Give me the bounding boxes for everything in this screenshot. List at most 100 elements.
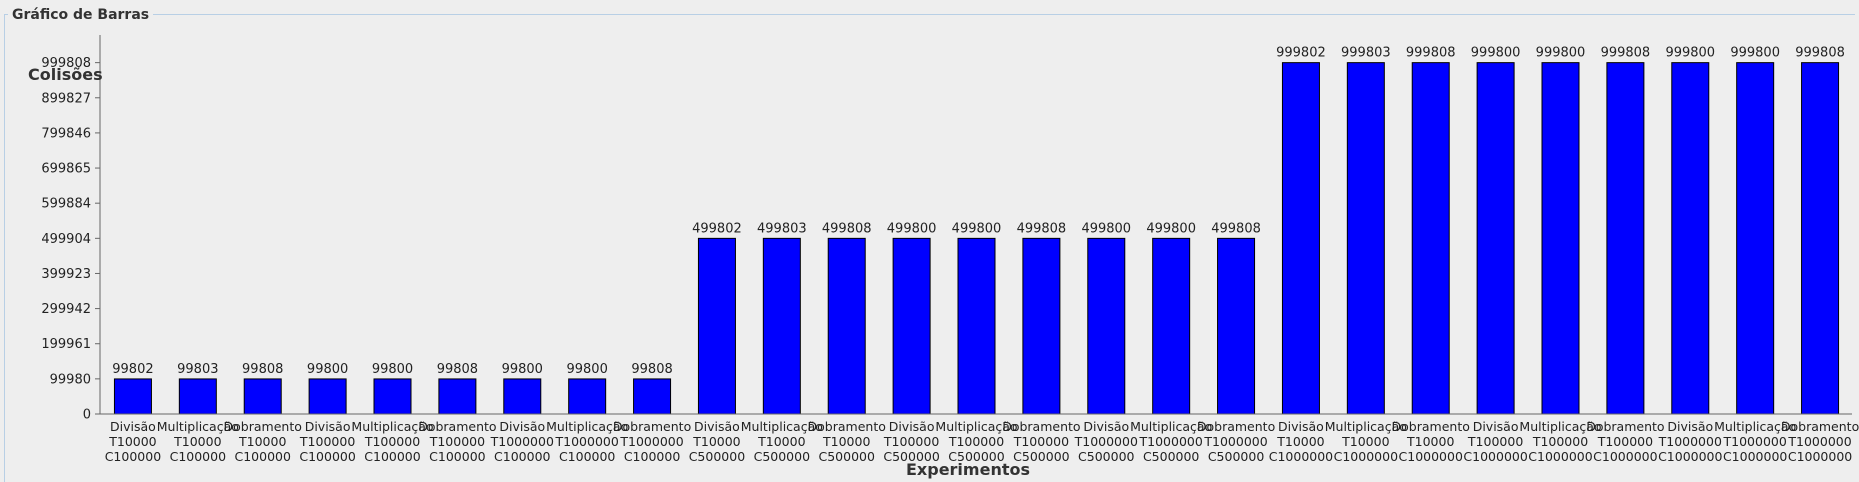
bar [1411,62,1450,415]
data-labels: 99802 99803 99808 99800 99800 99808 99800 99800… [112,46,1845,377]
category-label: Dobramento T10000 C1000000 [1392,419,1470,464]
bar [827,237,866,415]
category-label: Divisão T100000 C1000000 [1463,419,1527,464]
category-label: Dobramento T100000 C500000 [1002,419,1080,464]
y-tick-label: 999808 [41,56,91,71]
category-label: Divisão T1000000 C100000 [490,419,554,464]
bar-value-label: 99803 [177,362,218,377]
bar [568,378,607,415]
bar [1606,62,1645,415]
y-tick-label: 99980 [50,372,91,387]
bar-value-label: 499800 [1081,221,1131,236]
bar-value-label: 999800 [1730,46,1780,61]
bar-value-label: 99800 [566,362,607,377]
bar-value-label: 499800 [1146,221,1196,236]
bar [1671,62,1710,415]
bar-value-label: 99800 [502,362,543,377]
category-label: Dobramento T1000000 C1000000 [1781,419,1859,464]
category-label: Multiplicação T100000 C100000 [351,419,433,464]
category-label: Multiplicação T1000000 C500000 [1130,419,1212,464]
bar-value-label: 499800 [887,221,937,236]
bar [373,378,412,415]
bar-value-label: 499808 [1017,221,1067,236]
category-label: Dobramento T1000000 C100000 [613,419,691,464]
bar [1476,62,1515,415]
y-tick-label: 499904 [41,232,91,247]
bar [178,378,217,415]
panel-frame [4,14,1855,482]
y-tick-label: 399923 [41,267,91,282]
bar [892,237,931,415]
category-label: Divisão T100000 C100000 [299,419,356,464]
bar-value-label: 499808 [1211,221,1261,236]
y-axis-title: Colisões [28,65,103,84]
y-tick-label: 599884 [41,197,91,212]
category-label: Multiplicação T10000 C1000000 [1325,419,1407,464]
bar [1801,62,1840,415]
category-label: Divisão T1000000 C1000000 [1658,419,1723,464]
bar-value-label: 999800 [1665,46,1715,61]
bar-value-label: 999802 [1276,46,1326,61]
x-axis-title: Experimentos [906,460,1030,479]
bar [113,378,152,415]
category-label: Multiplicação T100000 C500000 [935,419,1017,464]
bar-value-label: 99808 [631,362,672,377]
bar [1152,237,1191,415]
y-tick-label: 0 [83,408,91,423]
bar-value-label: 99800 [307,362,348,377]
bar [762,237,801,415]
bar-value-label: 999800 [1471,46,1521,61]
category-label: Dobramento T100000 C100000 [418,419,496,464]
category-label: Divisão T10000 C1000000 [1269,419,1333,464]
bar-value-label: 999808 [1795,46,1845,61]
bars [113,62,1840,415]
bar [1736,62,1775,415]
bar [503,378,542,415]
bar [308,378,347,415]
bar [243,378,282,415]
bar [1087,237,1126,415]
bar-value-label: 99808 [242,362,283,377]
category-label: Multiplicação T1000000 C100000 [546,419,628,464]
bar-value-label: 499803 [757,221,807,236]
bar [1281,62,1320,415]
category-label: Dobramento T1000000 C500000 [1197,419,1275,464]
category-label: Divisão T10000 C100000 [105,419,161,464]
panel-title: Gráfico de Barras [8,7,154,23]
bar-value-label: 999808 [1601,46,1651,61]
category-label: Dobramento T100000 C1000000 [1586,419,1664,464]
bar-value-label: 99808 [437,362,478,377]
category-label: Dobramento T10000 C500000 [808,419,886,464]
y-tick-label: 299942 [41,302,91,317]
bar-value-label: 99800 [372,362,413,377]
bar [1217,237,1256,415]
bar-value-label: 499800 [952,221,1002,236]
category-label: Divisão T10000 C500000 [689,419,745,464]
bar [1541,62,1580,415]
category-label: Dobramento T10000 C100000 [224,419,302,464]
bar-value-label: 499808 [822,221,872,236]
bar [438,378,477,415]
category-label: Multiplicação T1000000 C1000000 [1714,419,1796,464]
y-tick-label: 799846 [41,126,91,141]
bar-value-label: 999800 [1536,46,1586,61]
bar-value-label: 99802 [112,362,153,377]
bar-value-label: 999808 [1406,46,1456,61]
category-label: Multiplicação T10000 C500000 [741,419,823,464]
y-axis-ticks: 0 99980 199961 299942 399923 499904 599884 6998… [41,56,100,423]
y-tick-label: 699865 [41,162,91,177]
y-tick-label: 899827 [41,91,91,106]
category-label: Multiplicação T10000 C100000 [157,419,239,464]
bar [633,378,672,415]
category-label: Divisão T100000 C500000 [883,419,940,464]
bar-value-label: 999803 [1341,46,1391,61]
bar [697,237,736,415]
bar [1022,237,1061,415]
y-tick-label: 199961 [41,337,91,352]
bar [1346,62,1385,415]
category-label: Divisão T1000000 C500000 [1074,419,1138,464]
bar-value-label: 499802 [692,221,742,236]
category-label: Multiplicação T100000 C1000000 [1519,419,1601,464]
